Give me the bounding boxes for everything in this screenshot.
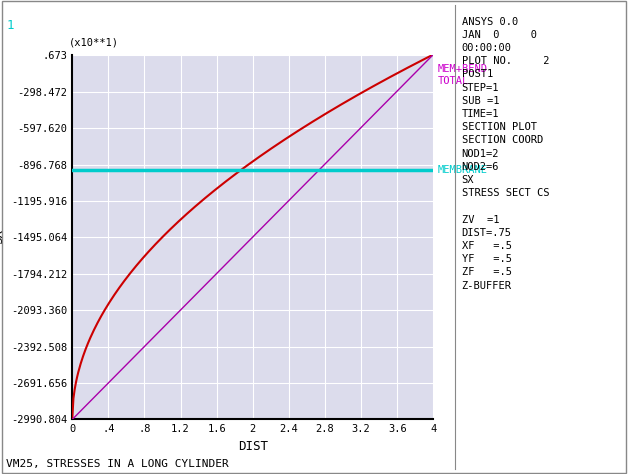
Text: MEM+BEND
TOTAL: MEM+BEND TOTAL bbox=[438, 64, 488, 86]
X-axis label: DIST: DIST bbox=[238, 440, 268, 453]
Text: ANSYS 0.0
JAN  0     0
00:00:00
PLOT NO.     2
POST1
STEP=1
SUB =1
TIME=1
SECTIO: ANSYS 0.0 JAN 0 0 00:00:00 PLOT NO. 2 PO… bbox=[462, 17, 549, 291]
Y-axis label: SX: SX bbox=[0, 229, 6, 245]
Text: VM25, STRESSES IN A LONG CYLINDER: VM25, STRESSES IN A LONG CYLINDER bbox=[6, 459, 229, 469]
Text: 1: 1 bbox=[6, 19, 14, 32]
Text: (x10**1): (x10**1) bbox=[68, 37, 119, 47]
Text: MEMBRANE: MEMBRANE bbox=[438, 165, 488, 175]
